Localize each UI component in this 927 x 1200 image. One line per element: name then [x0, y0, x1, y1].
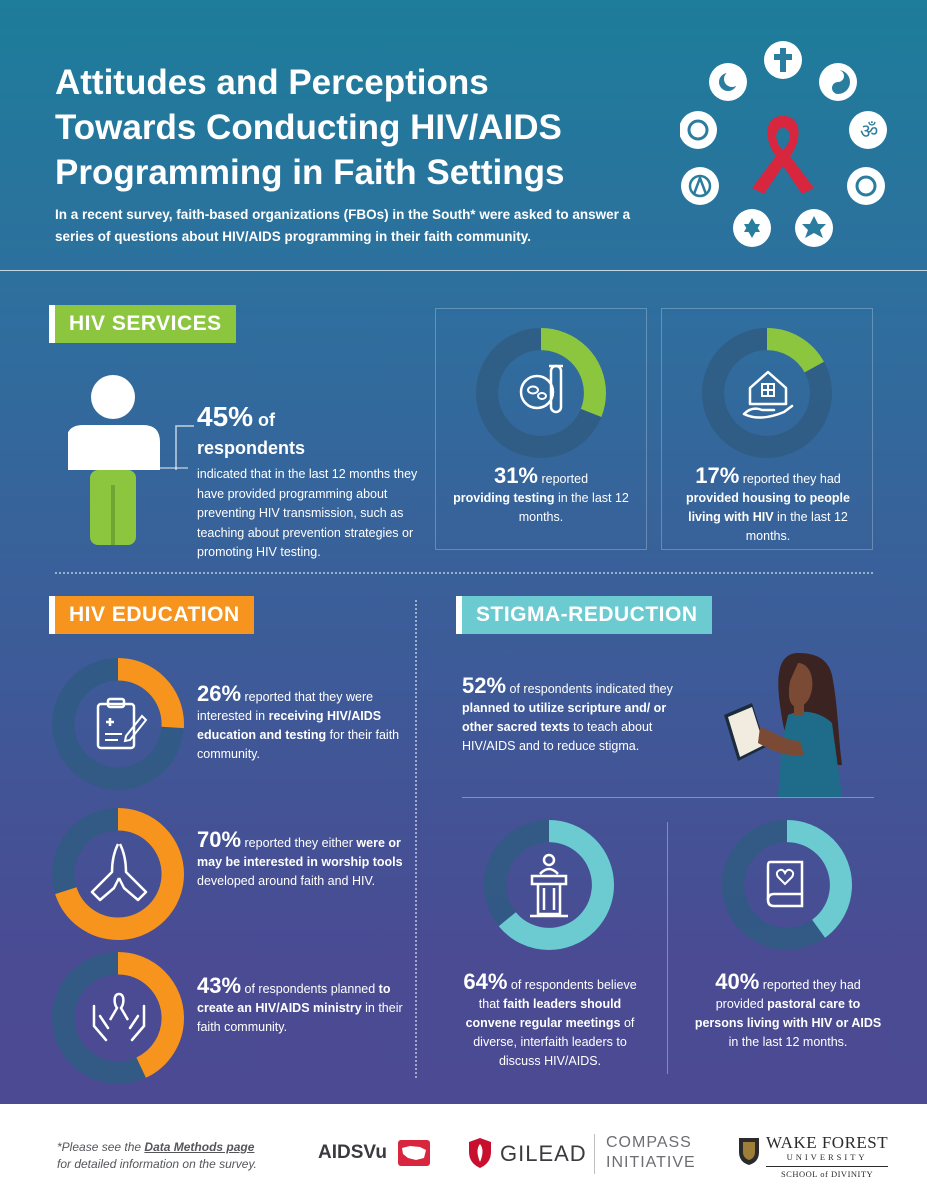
stigma-column-divider	[667, 822, 668, 1074]
khanda-icon	[847, 167, 885, 205]
housing-card	[661, 308, 873, 550]
education-stat-1: 26% reported that they were interested i…	[197, 681, 400, 762]
donut-fill	[484, 820, 614, 950]
bracket-line	[175, 425, 194, 470]
donut-fill	[722, 820, 852, 950]
section-hiv-services: HIV SERVICES	[55, 305, 236, 343]
stigma-divider	[462, 797, 874, 798]
donut-fill	[702, 328, 832, 458]
faith-symbols-graphic: ॐ	[680, 41, 887, 247]
column-divider	[415, 600, 417, 1078]
dharma-wheel-icon	[680, 111, 717, 149]
us-map-icon	[398, 1140, 430, 1166]
svg-text:ॐ: ॐ	[860, 119, 878, 143]
atheism-icon	[681, 167, 719, 205]
education-donut-3	[52, 952, 184, 1084]
book-heart-icon	[766, 860, 804, 908]
header-divider	[0, 270, 927, 271]
education-donut-2	[52, 808, 184, 940]
podium-icon	[530, 853, 568, 918]
praying-hands-icon	[90, 843, 148, 902]
stigma-stat-1: 52% of respondents indicated they planne…	[462, 673, 673, 754]
housing-stat-text: 17% reported they had provided housing t…	[686, 463, 850, 544]
page-subtitle: In a recent survey, faith-based organiza…	[55, 207, 631, 244]
stigma-donut-2	[484, 820, 614, 950]
aidsvu-logo: AIDSVu	[318, 1142, 387, 1163]
hands-ribbon-icon	[92, 992, 146, 1042]
footer-logo-divider	[594, 1134, 595, 1174]
red-ribbon-icon	[752, 116, 814, 194]
testing-stat-text: 31% reported providing testing in the la…	[453, 463, 629, 525]
services-main-stat: 45% of respondents indicated that in the…	[197, 401, 418, 560]
gilead-logo: GILEAD	[500, 1141, 587, 1166]
wake-forest-shield-icon	[739, 1138, 759, 1165]
donut-fill	[476, 328, 606, 458]
house-hand-icon	[742, 370, 794, 419]
donut-fill	[52, 658, 184, 790]
page-title: Attitudes and Perceptions Towards Conduc…	[55, 63, 565, 192]
test-tube-icon	[519, 364, 563, 414]
section-stigma-reduction: STIGMA-REDUCTION	[462, 596, 712, 634]
section-divider	[55, 572, 873, 574]
footer	[0, 1104, 927, 1200]
testing-card	[435, 308, 647, 550]
stigma-donut-3	[722, 820, 852, 950]
compass-initiative-logo: COMPASS INITIATIVE	[606, 1134, 696, 1171]
housing-donut	[702, 328, 832, 458]
donut-fill	[52, 808, 184, 940]
donut-fill	[52, 952, 184, 1084]
woman-reading-illustration	[724, 653, 842, 797]
section-hiv-education: HIV EDUCATION	[55, 596, 254, 634]
footnote: *Please see the Data Methods page for de…	[57, 1140, 257, 1171]
stigma-stat-2: 64% of respondents believe that faith le…	[463, 969, 637, 1069]
education-donut-1	[52, 658, 184, 790]
wake-forest-logo: WAKE FOREST UNIVERSITY SCHOOL of DIVINIT…	[766, 1133, 889, 1179]
data-methods-link[interactable]: Data Methods page	[144, 1140, 255, 1154]
clipboard-icon	[96, 697, 148, 750]
education-stat-2: 70% reported they either were or may be …	[197, 827, 403, 889]
education-stat-3: 43% of respondents planned to create an …	[197, 973, 403, 1035]
gilead-shield-icon	[469, 1138, 491, 1168]
person-icon	[68, 375, 188, 545]
testing-donut	[476, 328, 606, 458]
stigma-stat-3: 40% reported they had provided pastoral …	[694, 969, 882, 1050]
om-icon	[849, 111, 887, 149]
